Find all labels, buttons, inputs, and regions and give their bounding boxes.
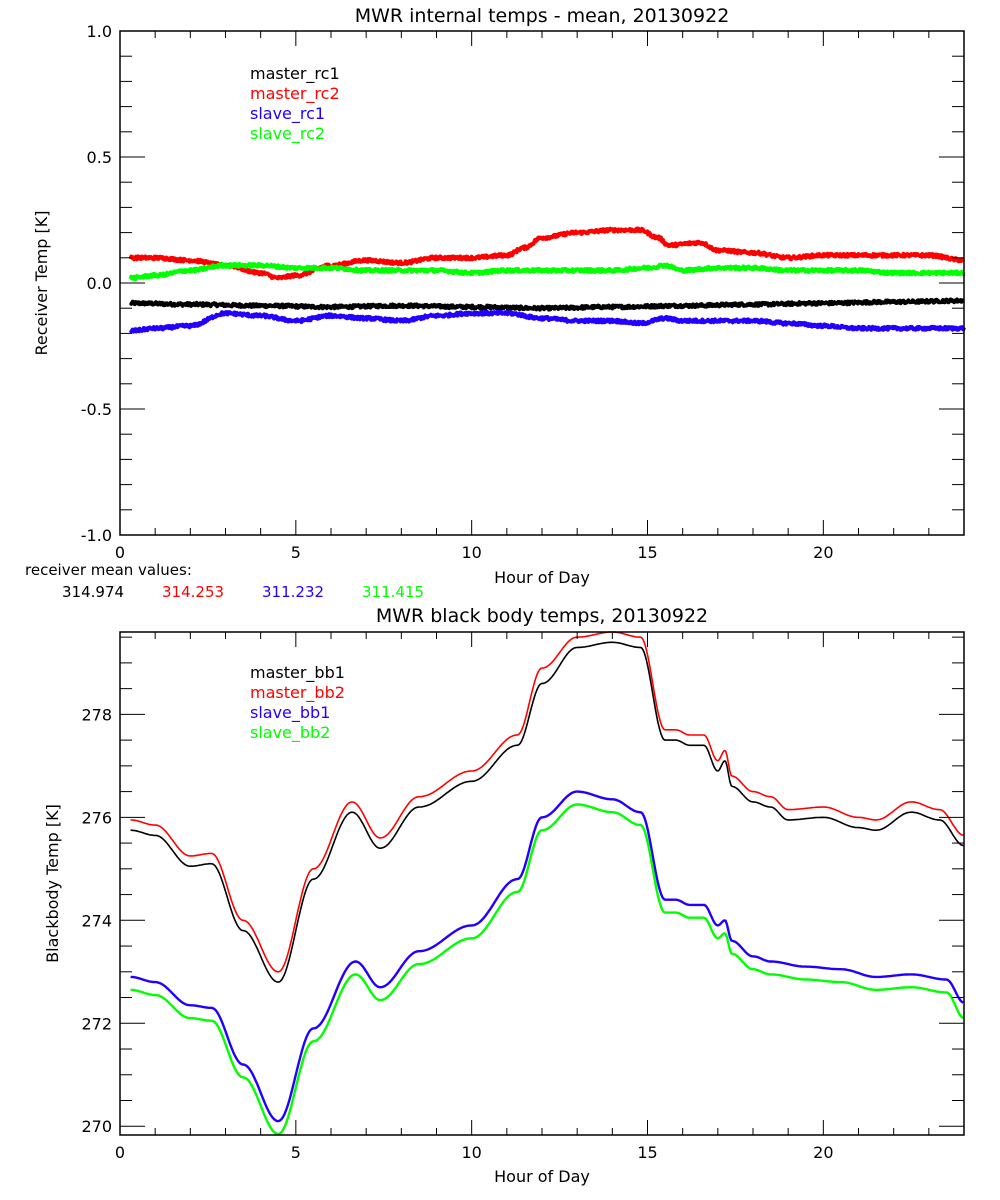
receiver-mean-slave-rc1: 311.232 [262,583,324,601]
chart-title: MWR black body temps, 20130922 [376,605,708,627]
y-tick-label: 272 [81,1014,112,1033]
plot-frame [119,631,965,1136]
series-line-slave-bb1 [130,790,964,1123]
y-tick-label: -1.0 [81,526,112,545]
legend-entry-master-rc2: master_rc2 [250,84,340,104]
x-tick-label: 10 [461,1143,481,1162]
x-tick-label: 15 [637,1143,657,1162]
legend-entry-slave-rc2: slave_rc2 [250,124,325,144]
x-tick-label: 15 [637,543,657,562]
legend-entry-slave-bb2: slave_bb2 [250,723,330,743]
y-tick-label: -0.5 [81,400,112,419]
y-tick-label: 274 [81,911,112,930]
x-tick-label: 0 [115,543,125,562]
series-line-master-bb1 [130,641,964,983]
y-tick-label: 1.0 [87,22,112,41]
receiver-mean-master-rc2: 314.253 [162,583,224,601]
legend-entry-master-bb2: master_bb2 [250,683,345,703]
receiver-mean-master-rc1: 314.974 [62,583,124,601]
receiver-means-block: receiver mean values: 314.974 314.253 31… [25,561,424,601]
receiver-mean-slave-rc2: 311.415 [362,583,424,601]
legend-entry-master-rc1: master_rc1 [250,64,340,84]
x-axis-label: Hour of Day [494,568,590,587]
y-tick-label: 0.5 [87,148,112,167]
x-tick-label: 20 [813,543,833,562]
x-tick-label: 5 [291,1143,301,1162]
receiver-temp-chart: MWR internal temps - mean, 20130922 0 5 10 1… [32,5,966,587]
y-tick-label: 0.0 [87,274,112,293]
series-line-master-rc1 [128,297,966,312]
y-axis-label: Blackbody Temp [K] [43,804,62,963]
series-line-slave-bb2 [130,803,964,1136]
y-tick-label: 278 [81,705,112,724]
receiver-means-label: receiver mean values: [25,561,192,579]
y-tick-label: 276 [81,808,112,827]
legend-entry-master-bb1: master_bb1 [250,663,345,683]
y-tick-label: 270 [81,1117,112,1136]
series-line-master-rc2 [128,226,966,281]
series-line-slave-rc2 [128,261,966,282]
x-tick-label: 0 [115,1143,125,1162]
blackbody-temp-chart: MWR black body temps, 20130922 0 5 10 15 20 27… [43,605,965,1186]
series-line-slave-rc1 [128,309,966,334]
x-tick-label: 20 [813,1143,833,1162]
series-line-master-bb2 [130,631,964,973]
x-axis-label: Hour of Day [494,1167,590,1186]
chart-title: MWR internal temps - mean, 20130922 [355,5,730,27]
x-tick-label: 5 [291,543,301,562]
x-tick-label: 10 [461,543,481,562]
legend-entry-slave-rc1: slave_rc1 [250,104,325,124]
legend-entry-slave-bb1: slave_bb1 [250,703,330,723]
plot-frame [119,30,965,536]
y-axis-label: Receiver Temp [K] [32,210,51,355]
